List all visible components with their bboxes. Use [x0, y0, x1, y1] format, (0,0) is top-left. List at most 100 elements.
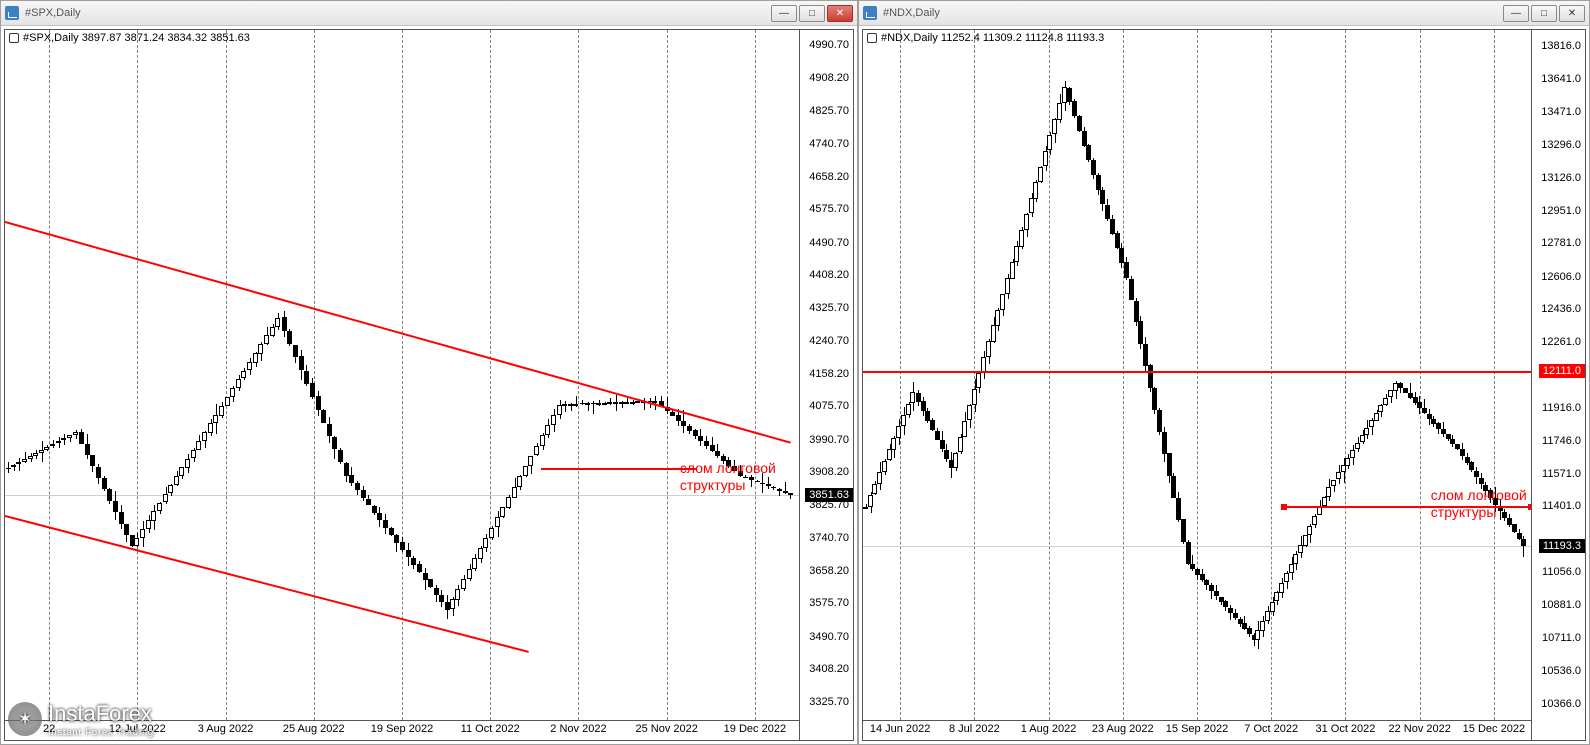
- candle: [216, 404, 217, 433]
- candle: [695, 429, 696, 439]
- candle: [627, 398, 628, 404]
- candle: [616, 395, 617, 411]
- candle: [1022, 227, 1023, 249]
- candle: [239, 375, 240, 391]
- candle: [1050, 132, 1051, 155]
- y-tick: 4325.70: [809, 302, 849, 314]
- candle: [329, 417, 330, 443]
- price-line: [863, 546, 1531, 547]
- candle: [1457, 444, 1458, 451]
- candle: [779, 488, 780, 496]
- y-tick: 10881.0: [1541, 599, 1581, 611]
- candle: [233, 386, 234, 402]
- candle: [374, 505, 375, 515]
- titlebar-ndx[interactable]: #NDX,Daily — □ ✕: [859, 1, 1589, 26]
- minimize-button[interactable]: —: [771, 5, 797, 22]
- candle: [250, 358, 251, 375]
- candle: [109, 488, 110, 504]
- y-tick: 12781.0: [1541, 237, 1581, 249]
- candle: [470, 564, 471, 581]
- price-line: [5, 495, 799, 496]
- candle: [1140, 316, 1141, 349]
- candle: [334, 436, 335, 459]
- resistance-line[interactable]: [863, 371, 1531, 373]
- minimize-button[interactable]: —: [1503, 5, 1529, 22]
- candle: [1197, 568, 1198, 581]
- gridline-v: [900, 30, 901, 720]
- window-buttons: — □ ✕: [771, 5, 853, 22]
- candle: [19, 458, 20, 471]
- candle: [1481, 473, 1482, 489]
- annotation-text: слом лонговойструктуры: [1431, 487, 1527, 521]
- candle: [357, 481, 358, 495]
- gridline-v: [1123, 30, 1124, 720]
- close-button[interactable]: ✕: [827, 5, 853, 22]
- y-tick: 13816.0: [1541, 40, 1581, 52]
- candle: [633, 400, 634, 405]
- y-tick: 13471.0: [1541, 106, 1581, 118]
- candle: [543, 433, 544, 449]
- line-handle[interactable]: [1528, 504, 1531, 510]
- titlebar-spx[interactable]: #SPX,Daily — □ ✕: [1, 1, 857, 26]
- candle: [909, 402, 910, 418]
- candle: [318, 391, 319, 416]
- candle: [351, 467, 352, 485]
- ohlc-info: #NDX,Daily 11252.4 11309.2 11124.8 11193…: [867, 32, 1104, 44]
- candle: [1467, 453, 1468, 466]
- chart-icon: [5, 6, 19, 20]
- x-tick: 19 Dec 2022: [724, 723, 786, 735]
- x-tick: 15 Dec 2022: [1463, 723, 1525, 735]
- plot-area-spx[interactable]: #SPX,Daily 3897.87 3871.24 3834.32 3851.…: [5, 30, 799, 740]
- maximize-button[interactable]: □: [1531, 5, 1557, 22]
- candle: [59, 437, 60, 447]
- candle: [419, 561, 420, 573]
- candle: [1003, 294, 1004, 316]
- candle: [1514, 524, 1515, 533]
- candle: [458, 585, 459, 606]
- x-tick: 25 Nov 2022: [635, 723, 697, 735]
- candle: [1173, 473, 1174, 498]
- y-tick: 11916.0: [1542, 402, 1581, 414]
- candle: [87, 434, 88, 459]
- candle: [1448, 434, 1449, 441]
- candle: [205, 431, 206, 448]
- candle: [261, 342, 262, 361]
- y-tick: 11746.0: [1542, 435, 1581, 447]
- gridline-v: [1494, 30, 1495, 720]
- lock-icon: [9, 33, 19, 43]
- logo-icon: ✶: [8, 702, 42, 736]
- plot-area-ndx[interactable]: #NDX,Daily 11252.4 11309.2 11124.8 11193…: [863, 30, 1531, 740]
- level-marker: 12111.0: [1539, 364, 1585, 378]
- candle: [481, 546, 482, 563]
- candle: [121, 505, 122, 528]
- structure-break-line[interactable]: [541, 468, 696, 470]
- close-button[interactable]: ✕: [1559, 5, 1585, 22]
- trendline[interactable]: [5, 515, 529, 653]
- candle: [53, 440, 54, 448]
- candle: [956, 452, 957, 471]
- x-tick: 19 Sep 2022: [371, 723, 433, 735]
- maximize-button[interactable]: □: [799, 5, 825, 22]
- y-tick: 12951.0: [1541, 205, 1581, 217]
- candle: [667, 397, 668, 414]
- candle: [989, 339, 990, 363]
- candle: [104, 476, 105, 490]
- trendline[interactable]: [5, 221, 791, 444]
- lock-icon: [867, 33, 877, 43]
- candle: [188, 454, 189, 473]
- candle: [1296, 551, 1297, 569]
- gridline-v: [1345, 30, 1346, 720]
- candle: [137, 533, 138, 547]
- y-tick: 4408.20: [809, 269, 849, 281]
- candle: [70, 435, 71, 442]
- line-handle[interactable]: [1281, 504, 1287, 510]
- candle: [1415, 392, 1416, 405]
- candle: [47, 445, 48, 451]
- candle: [871, 492, 872, 512]
- chart-icon: [863, 6, 877, 20]
- x-tick: 1 Aug 2022: [1021, 723, 1077, 735]
- candle: [1429, 409, 1430, 425]
- candle: [1192, 555, 1193, 571]
- candle: [946, 444, 947, 462]
- candle: [1424, 399, 1425, 414]
